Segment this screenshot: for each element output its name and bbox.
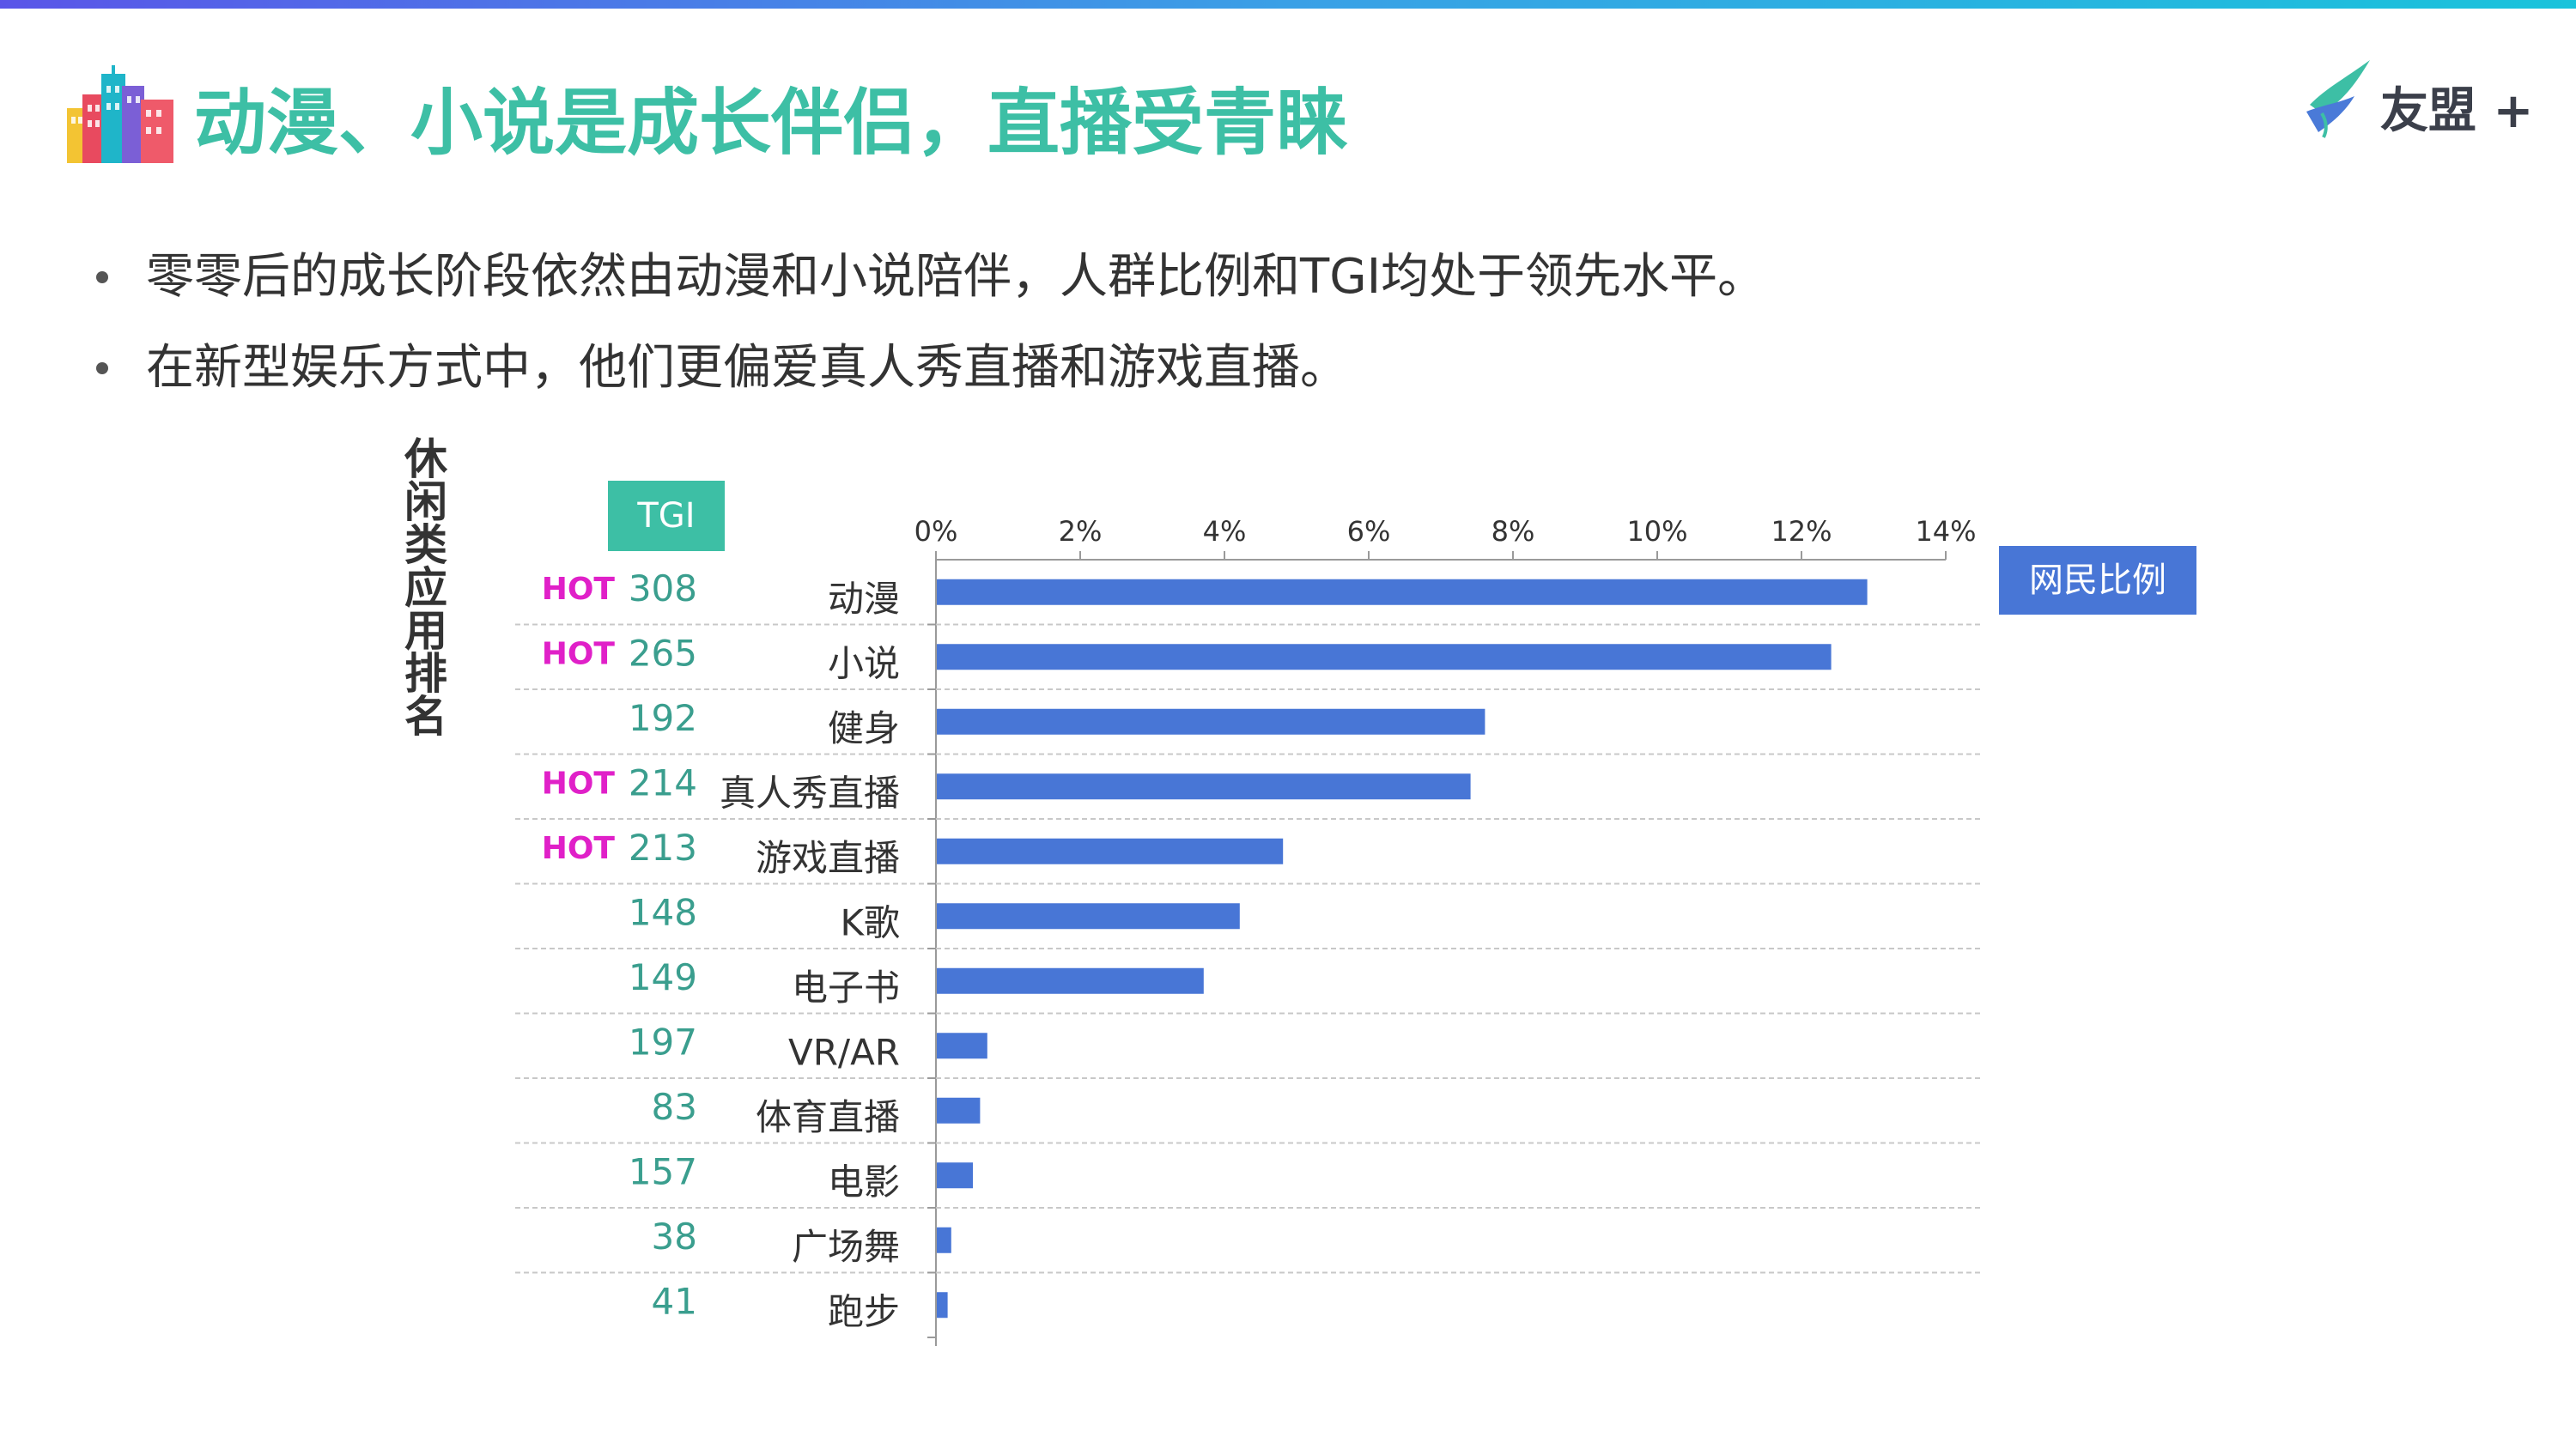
x-tick-label: 14% [1915,515,1976,548]
bar [937,1162,973,1189]
bullet-text: 零零后的成长阶段依然由动漫和小说陪伴，人群比例和TGI均处于领先水平。 [146,249,1766,305]
x-tick-label: 4% [1203,515,1247,548]
x-tick-label: 2% [1059,515,1103,548]
x-tick-label: 12% [1771,515,1832,548]
category-label: 健身 [828,707,900,749]
x-tick-label: 8% [1492,515,1535,548]
bar [937,1097,981,1124]
chart-legend: 网民比例 [1999,546,2196,615]
category-label: 跑步 [828,1290,900,1332]
tgi-value: 192 [629,697,697,739]
bar [937,773,1471,800]
hot-badge: HOT [542,766,616,801]
umeng-bird-icon [2306,60,2370,138]
city-buildings-icon [67,65,173,163]
bar [937,1227,951,1253]
logo-text: 友盟 + [2380,83,2534,139]
category-label: 电子书 [792,967,900,1009]
bar [937,838,1284,864]
hot-badge: HOT [542,636,616,671]
tgi-value: 148 [629,891,697,933]
category-label: 广场舞 [792,1226,900,1268]
brand-logo: 友盟 + [2301,53,2550,148]
hot-badge: HOT [542,831,616,866]
bullet-item: 在新型娱乐方式中，他们更偏爱真人秀直播和游戏直播。 [94,323,1765,414]
category-label: 游戏直播 [756,837,900,879]
bullet-item: 零零后的成长阶段依然由动漫和小说陪伴，人群比例和TGI均处于领先水平。 [94,232,1765,323]
bullet-dot [96,271,108,283]
bar [937,579,1868,605]
page-title: 动漫、小说是成长伴侣，直播受青睐 [194,81,1349,165]
x-tick-label: 6% [1347,515,1391,548]
tgi-value: 214 [629,761,697,803]
tgi-column-header: TGI [608,481,725,551]
tgi-value: 308 [629,567,697,609]
bar [937,1292,948,1319]
x-tick-label: 10% [1626,515,1687,548]
bar [937,708,1485,735]
x-tick-label: 0% [914,515,958,548]
tgi-value: 38 [652,1216,697,1258]
bullet-list: 零零后的成长阶段依然由动漫和小说陪伴，人群比例和TGI均处于领先水平。 在新型娱… [94,232,1765,414]
tgi-value: 157 [629,1150,697,1192]
tgi-value: 83 [652,1086,697,1128]
bar [937,644,1832,670]
tgi-value: 213 [629,827,697,869]
category-label: 真人秀直播 [720,772,900,814]
bar [937,967,1204,994]
tgi-value: 149 [629,956,697,998]
category-label: 小说 [828,642,900,684]
top-gradient-bar [0,0,2576,9]
category-label: 动漫 [828,578,900,620]
bullet-text: 在新型娱乐方式中，他们更偏爱真人秀直播和游戏直播。 [146,340,1348,396]
bullet-dot [96,362,108,374]
hot-badge: HOT [542,572,616,607]
bar [937,1033,987,1059]
chart-y-axis-label: 休闲类应用排名 [404,434,447,742]
category-label: 体育直播 [756,1096,900,1138]
tgi-value: 197 [629,1021,697,1063]
tgi-value: 265 [629,632,697,674]
category-label: K歌 [840,901,900,943]
category-label: 电影 [828,1161,900,1203]
category-label: VR/AR [788,1031,900,1073]
tgi-value: 41 [652,1280,697,1322]
bar [937,903,1240,930]
